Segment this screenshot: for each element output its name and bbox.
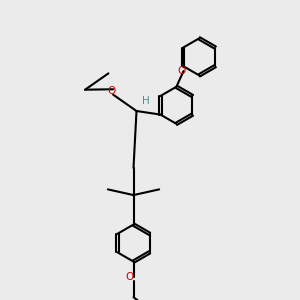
Text: H: H [142,96,150,106]
Text: O: O [125,272,133,282]
Text: O: O [177,66,185,76]
Text: O: O [107,86,116,96]
